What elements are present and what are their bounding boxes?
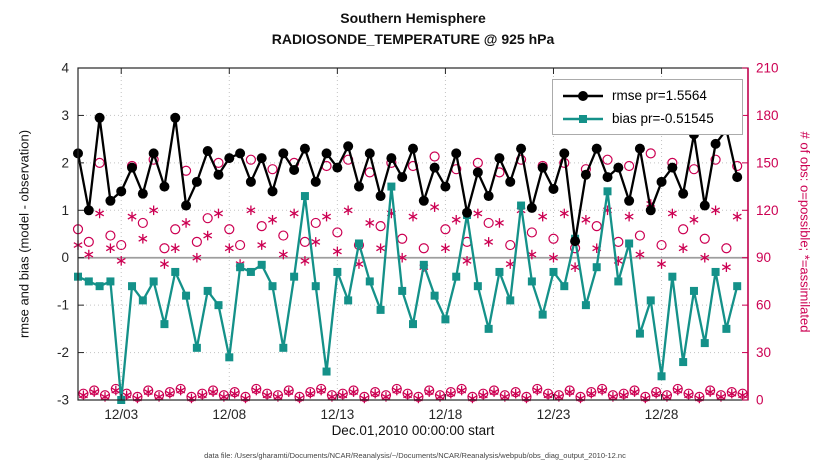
series-assimilated-obs-offhours	[78, 385, 748, 404]
left-tick-label: 2	[61, 155, 69, 170]
x-tick-label: 12/13	[320, 407, 354, 422]
legend-label-rmse: rmse pr=1.5564	[612, 88, 707, 103]
right-tick-label: 0	[756, 393, 764, 408]
x-tick-label: 12/08	[212, 407, 246, 422]
right-tick-label: 150	[756, 155, 779, 170]
bias-line-marker-icon	[561, 111, 605, 127]
left-tick-label: 3	[61, 108, 69, 123]
legend: rmse pr=1.5564 bias pr=-0.51545	[552, 79, 743, 135]
left-tick-label: 0	[61, 250, 69, 265]
x-tick-label: 12/28	[645, 407, 679, 422]
series-assimilated-obs-synoptic	[73, 199, 742, 272]
left-tick-label: 1	[61, 203, 69, 218]
chart-title: Southern Hemisphere	[340, 10, 486, 26]
left-tick-label: -1	[57, 298, 69, 313]
right-tick-label: 120	[756, 203, 779, 218]
data-file-footnote: data file: /Users/gharamti/Documents/NCA…	[204, 451, 626, 460]
right-tick-label: 180	[756, 108, 779, 123]
gridlines	[78, 68, 748, 400]
rmse-line-marker-icon	[561, 88, 605, 104]
legend-entry-bias: bias pr=-0.51545	[561, 107, 734, 130]
x-axis-label: Dec.01,2010 00:00:00 start	[331, 423, 495, 438]
left-tick-label: -2	[57, 345, 69, 360]
series-bias	[74, 182, 742, 404]
right-tick-label: 90	[756, 250, 771, 265]
x-tick-label: 12/23	[537, 407, 571, 422]
legend-label-bias: bias pr=-0.51545	[612, 111, 714, 126]
right-tick-label: 30	[756, 345, 771, 360]
right-tick-label: 60	[756, 298, 771, 313]
x-tick-label: 12/18	[429, 407, 463, 422]
left-tick-label: -3	[57, 393, 69, 408]
series-possible-obs-synoptic	[72, 148, 743, 254]
chart-subtitle: RADIOSONDE_TEMPERATURE @ 925 hPa	[271, 31, 555, 47]
left-tick-label: 4	[61, 61, 69, 76]
right-tick-label: 210	[756, 61, 779, 76]
x-tick-label: 12/03	[104, 407, 138, 422]
legend-entry-rmse: rmse pr=1.5564	[561, 84, 734, 107]
